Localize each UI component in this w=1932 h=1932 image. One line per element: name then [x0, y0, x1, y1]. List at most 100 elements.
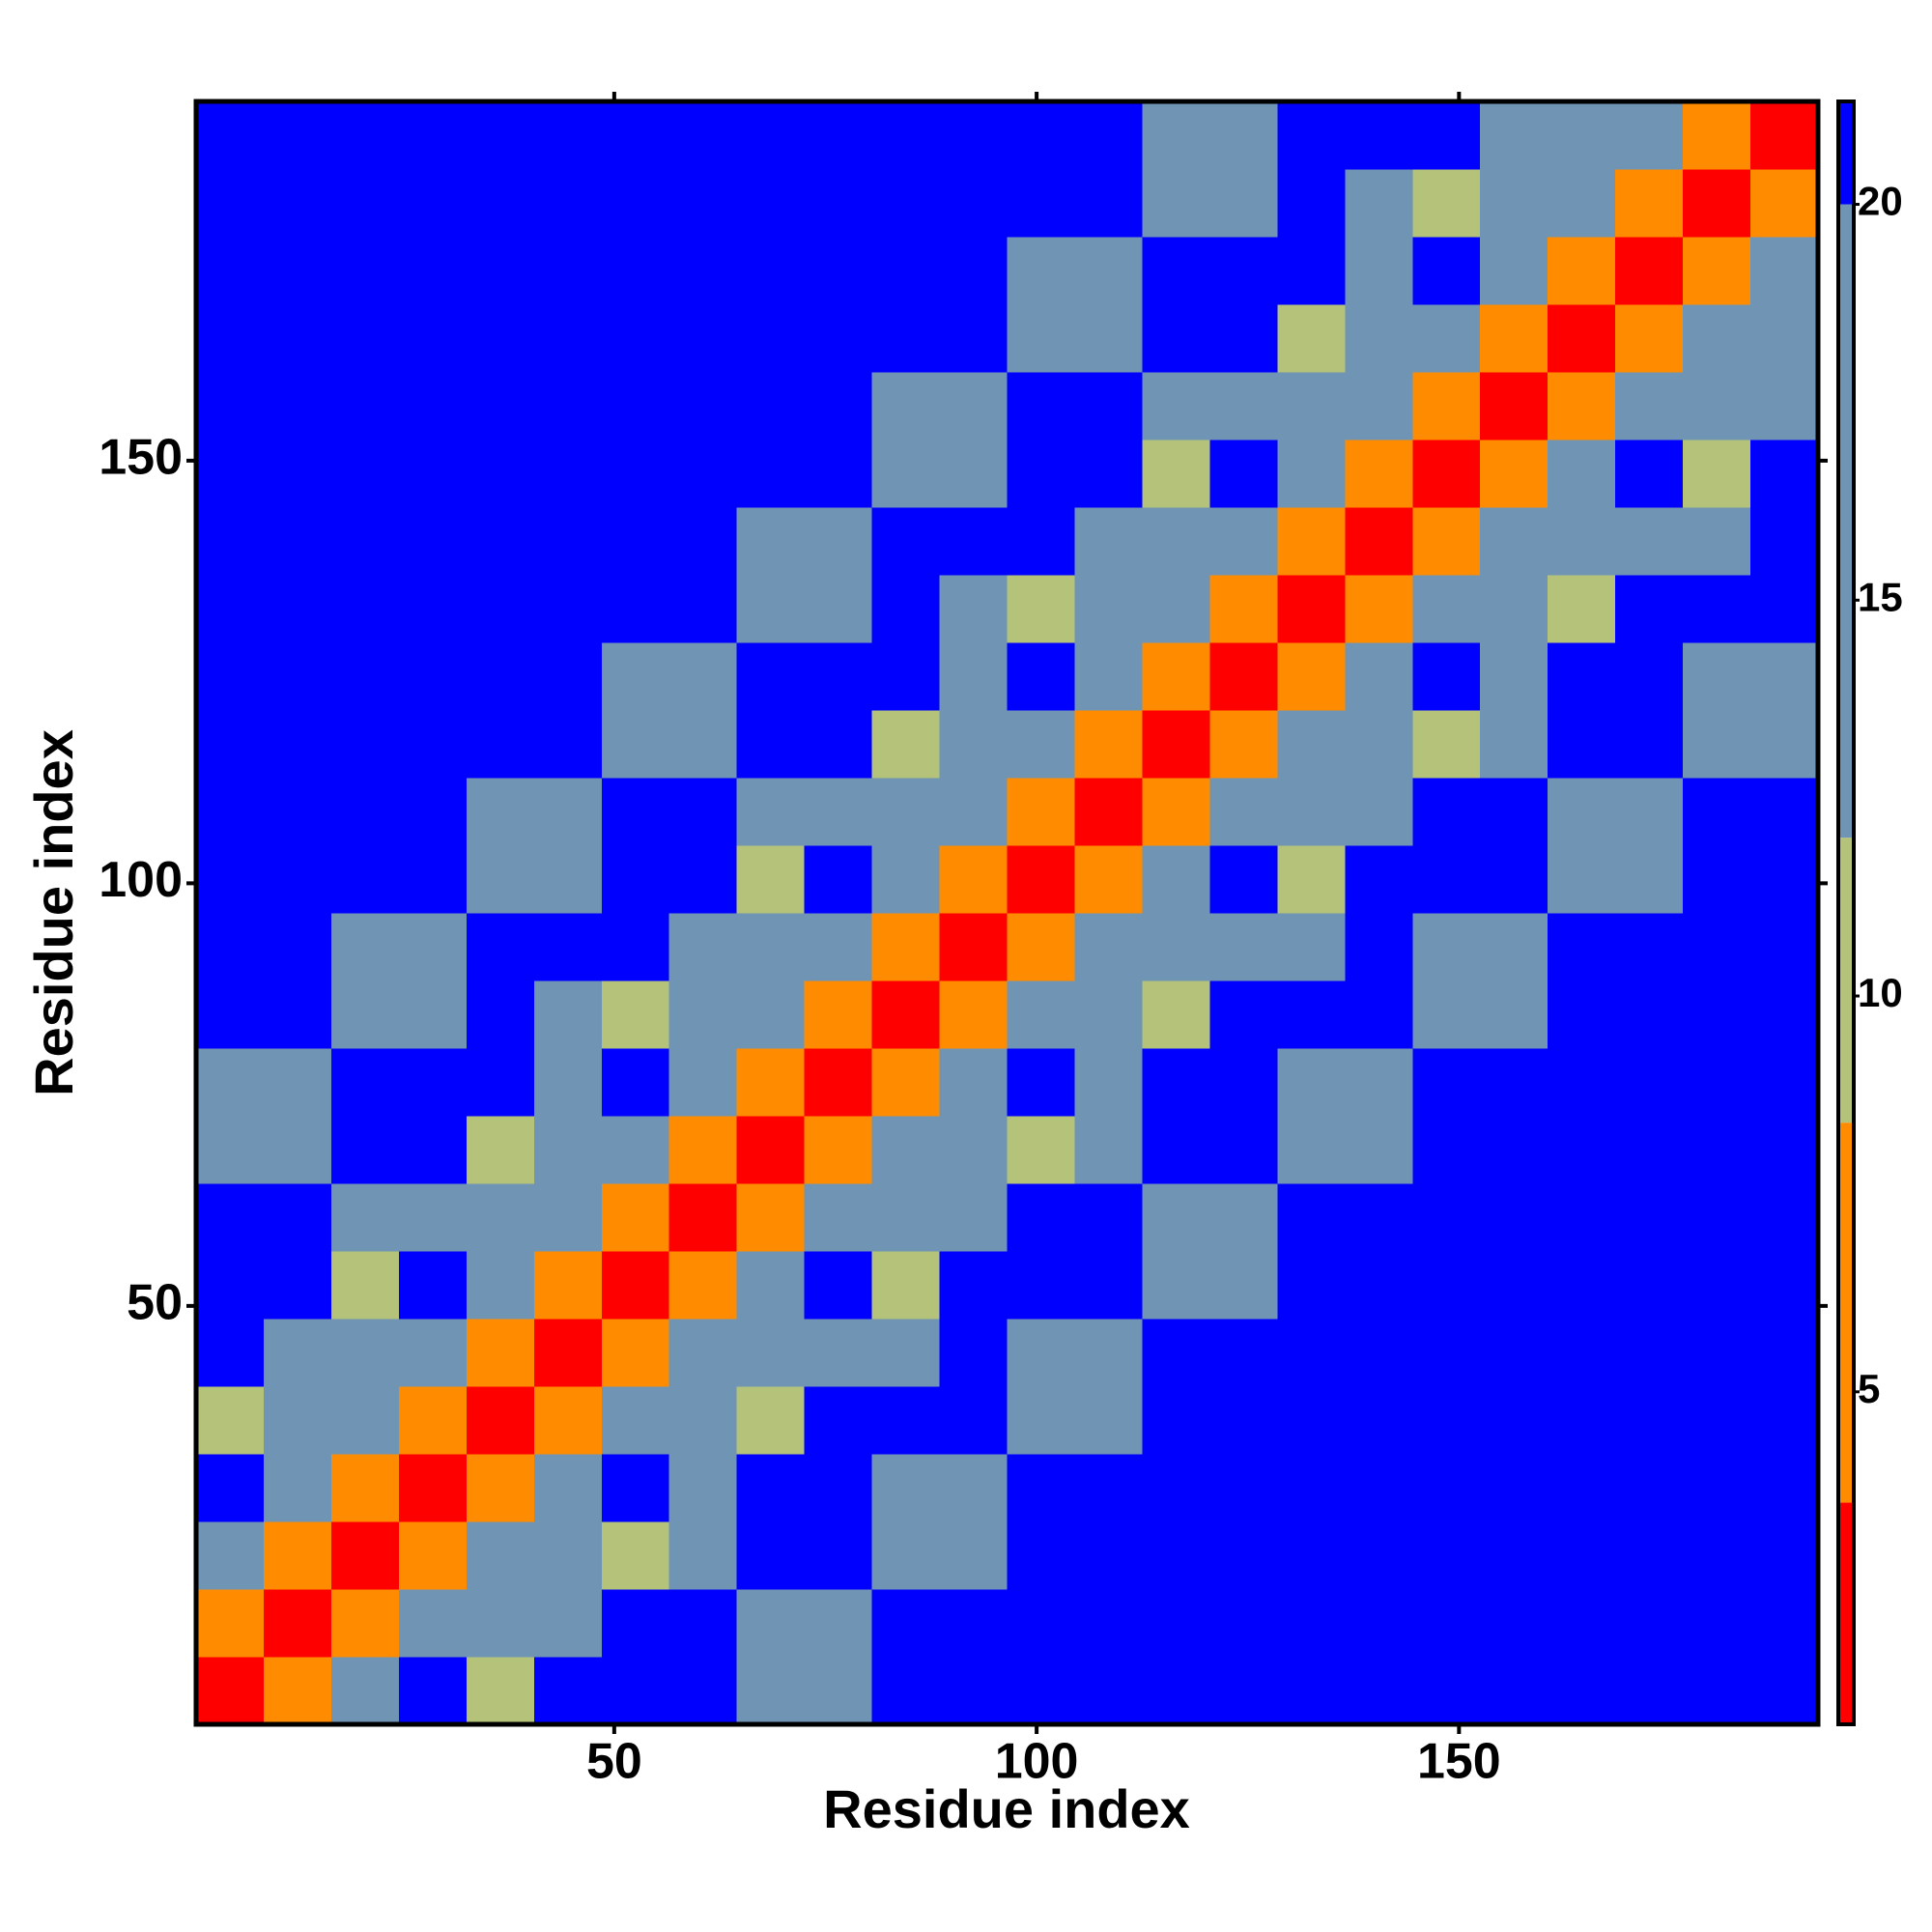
cell	[668, 1116, 738, 1184]
cell	[1750, 980, 1819, 1049]
cell	[1074, 1048, 1143, 1117]
cell	[1142, 575, 1210, 643]
cell	[1615, 1251, 1684, 1320]
cell	[1007, 1454, 1075, 1522]
cell	[1209, 304, 1278, 373]
cell	[871, 778, 941, 846]
cell	[1683, 1521, 1751, 1590]
cell	[1548, 237, 1616, 305]
cell	[1683, 1251, 1751, 1320]
cell	[1412, 1657, 1481, 1725]
cell	[1007, 778, 1075, 846]
cell	[871, 710, 941, 779]
cell	[804, 642, 873, 711]
cell	[1750, 913, 1819, 981]
cell	[804, 913, 873, 981]
x-axis-label: Residue index	[823, 1778, 1190, 1839]
cell	[1750, 1521, 1819, 1590]
cell	[1142, 1454, 1210, 1522]
cell	[196, 101, 265, 170]
cell	[601, 845, 670, 914]
cell	[1750, 1251, 1819, 1320]
cell	[1412, 1048, 1481, 1117]
cell	[196, 980, 265, 1049]
cell	[1750, 845, 1819, 914]
cell	[939, 710, 1008, 779]
cell	[871, 304, 941, 373]
colorbar-tick-label: 15	[1858, 574, 1903, 619]
cell	[1345, 1454, 1413, 1522]
cell	[1074, 507, 1143, 576]
cell	[196, 1521, 265, 1590]
cell	[398, 1589, 468, 1658]
y-tick-label: 150	[99, 430, 183, 486]
cell	[601, 778, 670, 846]
cell	[1615, 845, 1684, 914]
cell	[736, 440, 806, 508]
colorbar-tick-label: 5	[1858, 1366, 1880, 1411]
cell	[263, 101, 332, 170]
cell	[1683, 1454, 1751, 1522]
cell	[1209, 372, 1278, 440]
cell	[1683, 913, 1751, 981]
cell	[466, 980, 535, 1049]
cell	[196, 1048, 265, 1117]
cell	[330, 372, 400, 440]
x-tick-label: 150	[1417, 1734, 1501, 1790]
cell	[871, 1183, 941, 1252]
cell	[601, 1589, 670, 1658]
cell	[1277, 1319, 1346, 1387]
cell	[1412, 1116, 1481, 1184]
cell	[1209, 1048, 1278, 1117]
cell	[1209, 913, 1278, 981]
cell	[1142, 980, 1210, 1049]
cell	[1480, 1116, 1548, 1184]
cell	[1480, 980, 1548, 1049]
cell	[1750, 575, 1819, 643]
cell	[1277, 1521, 1346, 1590]
cell	[601, 913, 670, 981]
cell	[1074, 1116, 1143, 1184]
cell	[533, 1183, 603, 1252]
cell	[196, 1386, 265, 1455]
cell	[1209, 1657, 1278, 1725]
cell	[466, 1116, 535, 1184]
cell	[1683, 1319, 1751, 1387]
cell	[1007, 1048, 1075, 1117]
cell	[1277, 1657, 1346, 1725]
cell	[939, 913, 1008, 981]
cell	[330, 440, 400, 508]
y-tick-label: 100	[99, 852, 183, 908]
cell	[1750, 1589, 1819, 1658]
cell	[398, 304, 468, 373]
cell	[1615, 440, 1684, 508]
cell	[1548, 1657, 1616, 1725]
cell	[804, 980, 873, 1049]
cell	[466, 778, 535, 846]
cell	[1074, 575, 1143, 643]
cell	[533, 1454, 603, 1522]
cell	[330, 1319, 400, 1387]
cell	[1277, 1048, 1346, 1117]
cell	[736, 304, 806, 373]
cell	[1615, 778, 1684, 846]
cell	[196, 1116, 265, 1184]
cell	[263, 1319, 332, 1387]
cell	[1345, 710, 1413, 779]
colorbar	[1838, 101, 1854, 1724]
cell	[330, 507, 400, 576]
cell	[1345, 237, 1413, 305]
cell	[1412, 507, 1481, 576]
cell	[1277, 372, 1346, 440]
cell	[1750, 642, 1819, 711]
cell	[668, 1657, 738, 1725]
cell	[398, 1048, 468, 1117]
cell	[1209, 1251, 1278, 1320]
cell	[330, 845, 400, 914]
cell	[398, 1454, 468, 1522]
cell	[263, 440, 332, 508]
cell	[736, 1386, 806, 1455]
cell	[1007, 1521, 1075, 1590]
cell	[533, 1116, 603, 1184]
cell	[1548, 1048, 1616, 1117]
